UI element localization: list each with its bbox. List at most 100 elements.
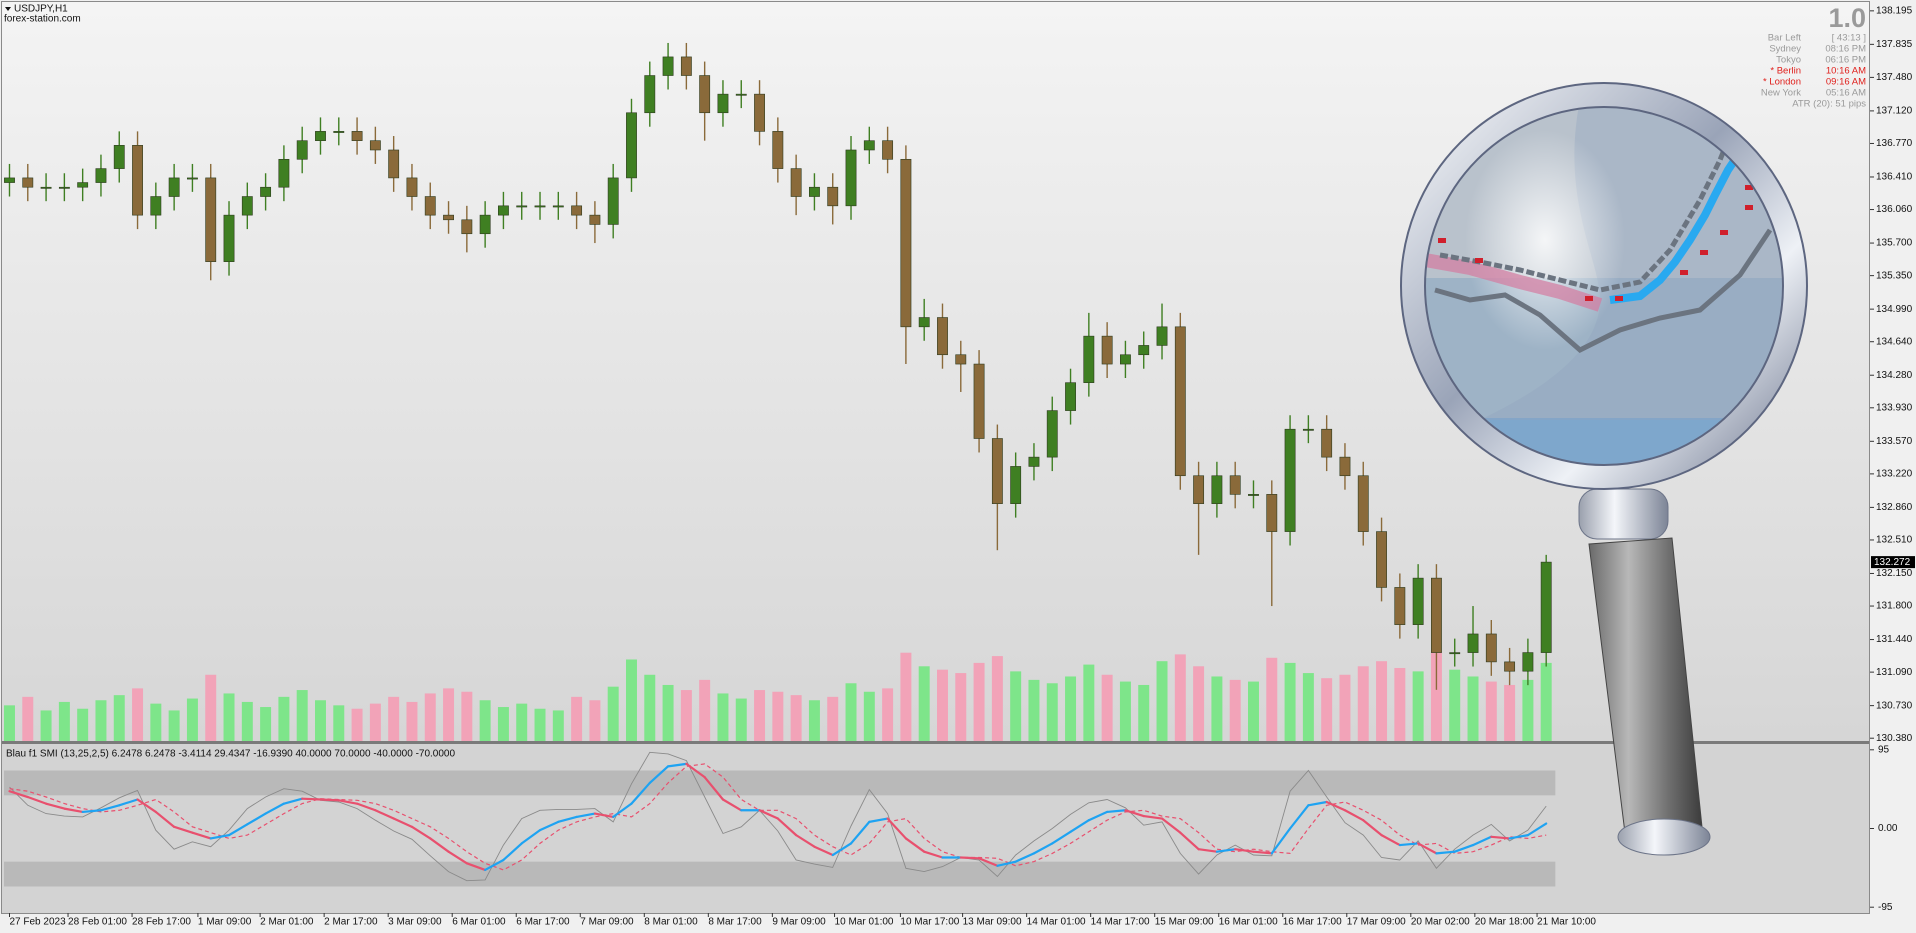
info-value: [ 43:13 ] [1832,33,1866,44]
candle-body [552,205,564,208]
smi-segment [1179,831,1200,851]
volume-bar [351,708,363,741]
candle-body [1431,577,1442,653]
smi-segment [1087,810,1109,822]
volume-bar [552,710,564,741]
y-tick-label: 132.510 [1876,535,1913,546]
volume-bar [1083,664,1095,741]
smi-segment [849,820,871,845]
smi-segment [1234,848,1255,853]
smi-segment [666,762,688,768]
candle-body [187,177,198,180]
volume-bar [516,703,528,741]
x-tick-label: 6 Mar 17:00 [516,917,570,928]
volume-bar [1376,661,1388,741]
smi-segment [191,831,212,840]
candle-body [1138,345,1150,356]
volume-bar [1321,678,1333,741]
candle-body [1467,633,1479,653]
volume-bar [973,662,985,741]
volume-bar [406,701,418,741]
volume-bar [77,708,89,741]
smi-segment [1325,800,1347,812]
candle-body [973,363,985,439]
volume-bar [388,696,400,741]
candle-body [827,186,839,207]
candle-body [1101,335,1113,365]
volume-bar [1119,681,1131,741]
candle-body [461,219,473,235]
candle-body [1540,561,1552,653]
volume-bar [461,691,473,741]
smi-segment [685,762,706,779]
y-tick-label: 131.800 [1876,601,1913,612]
smi-segment [721,798,743,812]
y-tick-label: 133.220 [1876,469,1913,480]
smi-segment [886,817,908,840]
volume-bar [1449,669,1461,741]
smi-segment [904,837,926,853]
volume-bar [1339,674,1351,741]
x-tick-label: 2 Mar 01:00 [260,917,314,928]
candle-body [1156,326,1168,346]
candle-body [1449,652,1461,655]
candle-body [388,149,400,179]
candle-body [150,196,162,216]
volume-bar [1302,673,1314,741]
x-tick-label: 6 Mar 01:00 [452,917,506,928]
smi-segment [1197,848,1219,853]
volume-bar [22,696,34,741]
volume-bar [772,691,784,741]
candle-body [1229,475,1241,495]
candle-body [1174,326,1186,477]
smi-segment [1490,835,1511,840]
y-tick-label: 130.380 [1876,733,1913,744]
x-tick-label: 21 Mar 10:00 [1537,917,1596,928]
candle-body [918,317,930,328]
volume-bar [424,693,436,741]
candle-body [516,205,528,208]
magnifier-ring [1401,83,1807,489]
volume-bar [717,693,729,741]
signal-line [9,763,1547,871]
candle-body [1193,475,1205,504]
volume-bar [534,708,546,741]
candle-body [1321,428,1333,458]
lens-grey-line [1434,228,1773,353]
volume-bar [1485,681,1497,741]
y-tick-label: 137.835 [1876,39,1913,50]
smi-segment [1362,819,1383,837]
info-value: 06:16 PM [1825,55,1866,66]
y-tick-label: 135.700 [1876,238,1913,249]
smi-segment [1051,830,1072,845]
volume-bar [95,700,107,741]
candle-body [955,354,967,365]
x-tick-label: 3 Mar 09:00 [388,917,442,928]
candle-body [1248,494,1259,496]
x-tick-label: 2 Mar 17:00 [324,917,378,928]
candle-body [369,140,381,151]
candle-body [58,186,70,189]
smi-segment [1471,835,1493,847]
smi-segment [99,804,121,812]
smi-segment [319,798,340,802]
volume-bar [991,656,1003,741]
candle-body [1266,494,1278,532]
volume-bar [754,690,766,741]
lens-blue-line [1609,152,1742,304]
candle-body [863,140,875,151]
smi-segment [1014,852,1036,863]
x-tick-label: 10 Mar 01:00 [835,917,894,928]
y-tick-label: 131.440 [1876,634,1913,645]
volume-bar [1193,666,1205,741]
smi-segment [44,802,66,810]
candle-body [607,177,619,225]
x-tick-label: 7 Mar 09:00 [580,917,634,928]
candle-body [424,196,436,216]
volume-bar [882,688,894,741]
smi-segment [1508,834,1530,840]
smi-segment [612,802,633,819]
candle-body [443,214,454,221]
candle-body [260,186,272,197]
magnifier-ring-edge [1400,82,1808,490]
